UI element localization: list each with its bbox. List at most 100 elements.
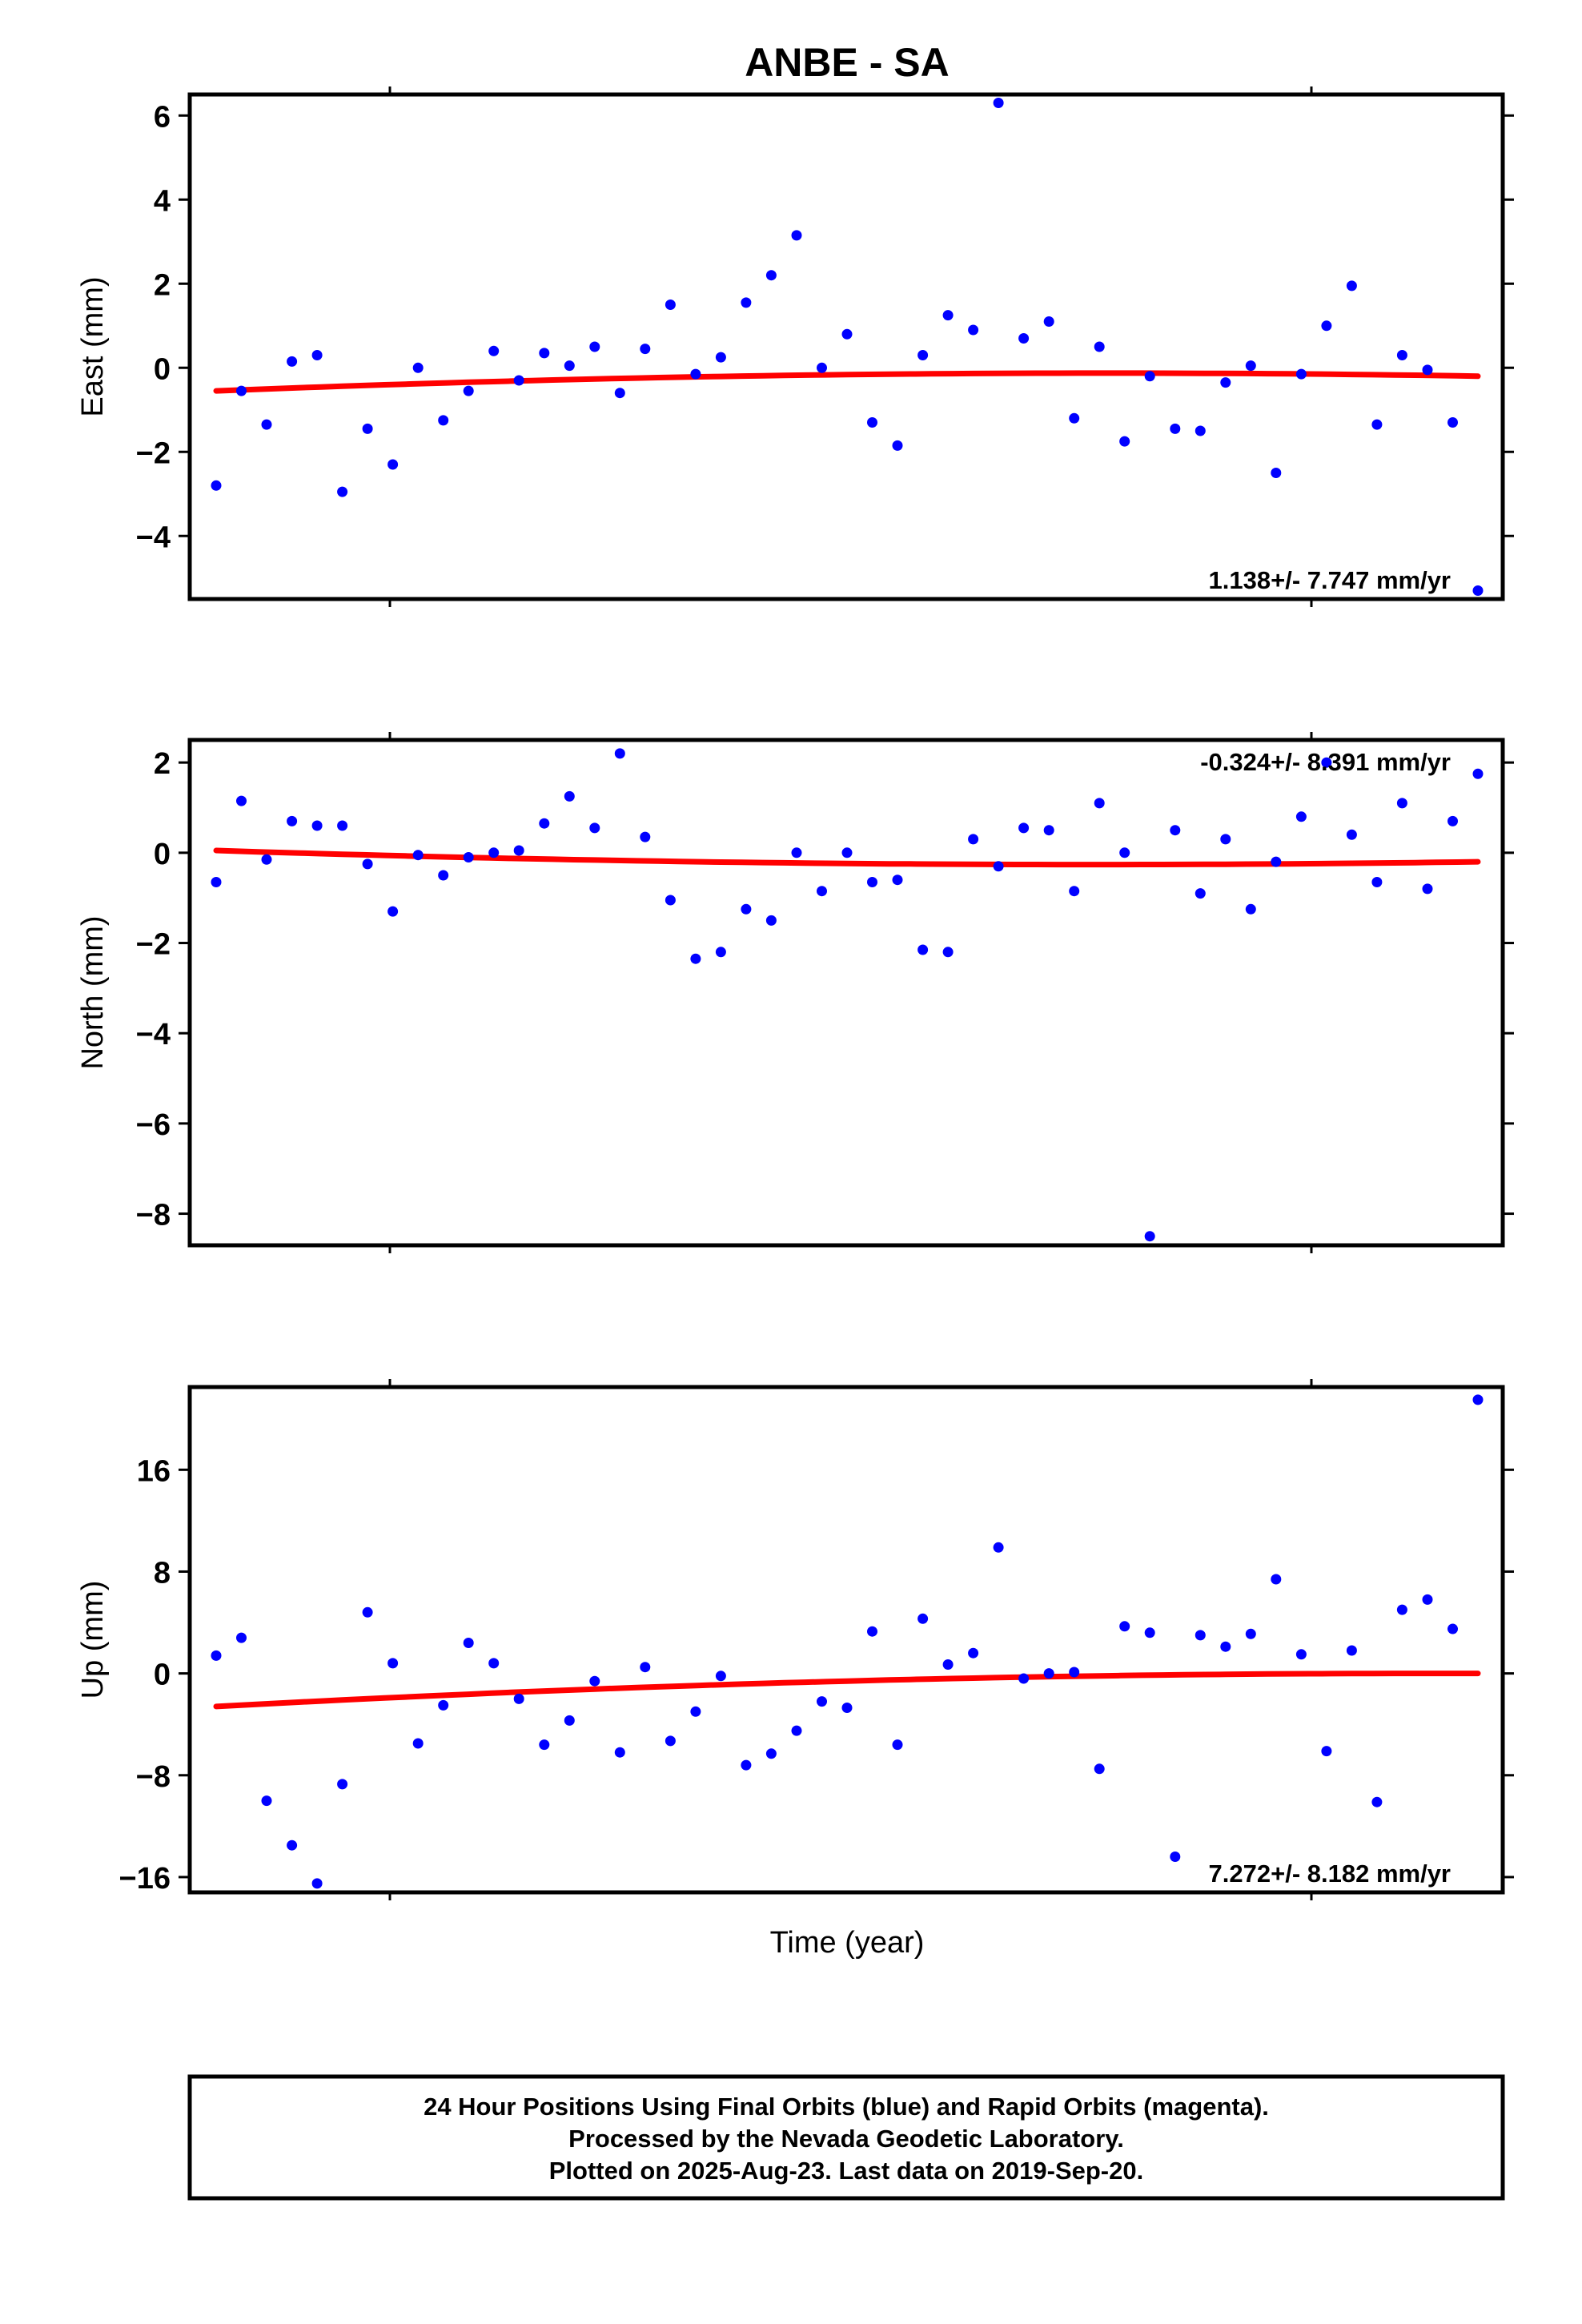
data-point <box>892 1739 903 1751</box>
y-tick-label: 16 <box>137 1454 171 1488</box>
data-point <box>589 1675 600 1687</box>
y-tick-label: −4 <box>136 521 171 554</box>
panel-east: 6 4 2 0 −2 −4 East (mm) 1.138+/- 7.747 mm/yr <box>76 86 1514 607</box>
y-tick-label: 4 <box>154 184 171 218</box>
data-point <box>1472 768 1484 779</box>
y-tick-label: −2 <box>136 436 171 470</box>
data-point <box>362 858 373 870</box>
data-point <box>817 1696 827 1707</box>
fit-line <box>213 1671 1481 1710</box>
data-point <box>1321 320 1332 332</box>
data-point <box>236 385 247 396</box>
data-point <box>311 350 323 360</box>
data-point <box>1094 798 1105 809</box>
data-point <box>1144 1627 1155 1638</box>
data-point <box>1245 360 1256 372</box>
data-point <box>817 886 827 897</box>
y-tick-label: 2 <box>154 268 171 302</box>
data-point <box>513 375 524 386</box>
data-point <box>640 831 651 842</box>
data-point <box>665 1735 676 1747</box>
data-point <box>1220 1641 1231 1652</box>
data-point <box>765 270 777 281</box>
data-point <box>1371 1796 1383 1807</box>
y-tick-label: 0 <box>154 352 171 386</box>
data-point <box>1069 1667 1080 1678</box>
panel-north: 2 0 −2 −4 −6 −8 North (mm) -0.324+/- 8.391 mm/y… <box>76 732 1514 1253</box>
data-point <box>1018 1673 1030 1684</box>
data-point <box>539 818 550 829</box>
panel-up: 16 8 0 −8 −16 Up (mm) 7.272+/- 8.182 mm/yr <box>76 1379 1514 1900</box>
data-point <box>1220 377 1231 388</box>
data-point <box>438 870 449 881</box>
data-point <box>942 1659 954 1670</box>
data-point <box>614 748 625 759</box>
data-point <box>715 352 726 363</box>
panel-frame <box>187 1385 1505 1895</box>
panel-frame <box>187 738 1505 1248</box>
data-point <box>841 328 853 340</box>
data-point <box>564 1715 575 1726</box>
data-point <box>892 875 903 886</box>
data-point <box>337 820 348 831</box>
y-tick-label: −8 <box>136 1199 171 1232</box>
data-point <box>791 847 802 858</box>
legend-box <box>187 2074 1505 2201</box>
data-point <box>614 388 625 399</box>
panel-frame <box>187 92 1505 601</box>
data-point <box>1119 847 1130 858</box>
y-tick-label: 2 <box>154 747 171 781</box>
data-point <box>1043 825 1054 836</box>
data-point <box>387 906 399 917</box>
data-point <box>488 345 500 356</box>
data-point <box>867 1626 877 1637</box>
data-point <box>968 834 979 845</box>
chart-title: ANBE - SA <box>745 40 950 85</box>
data-point <box>942 947 954 958</box>
data-point <box>1144 1231 1155 1242</box>
data-point <box>741 297 752 308</box>
data-point <box>1422 1594 1433 1605</box>
data-point <box>589 822 600 834</box>
data-point <box>564 790 575 802</box>
data-point <box>1447 815 1458 826</box>
data-point <box>1271 1574 1282 1585</box>
data-point <box>1069 886 1080 897</box>
data-point <box>917 944 929 955</box>
data-point <box>1043 316 1054 327</box>
data-point <box>640 344 651 355</box>
data-point <box>261 854 272 865</box>
data-point <box>867 877 877 887</box>
data-point <box>539 348 550 359</box>
data-point <box>1094 1763 1105 1775</box>
data-point <box>1245 903 1256 915</box>
data-point <box>715 1671 726 1682</box>
footer-line-3: Plotted on 2025-Aug-23. Last data on 201… <box>549 2157 1143 2185</box>
data-point <box>337 1779 348 1790</box>
data-point <box>463 385 474 396</box>
data-point <box>438 415 449 426</box>
data-point <box>1422 364 1433 376</box>
data-point <box>841 1703 853 1713</box>
data-point <box>463 852 474 862</box>
data-point <box>362 423 373 434</box>
data-point <box>1195 425 1206 436</box>
data-point <box>311 820 323 831</box>
data-point <box>765 915 777 926</box>
data-point <box>968 1647 979 1659</box>
y-tick-label: −6 <box>136 1108 171 1142</box>
data-point <box>589 341 600 352</box>
data-point <box>387 1658 399 1669</box>
data-point <box>1472 585 1484 596</box>
rate-label: 1.138+/- 7.747 mm/yr <box>1209 566 1451 594</box>
data-point <box>1220 834 1231 845</box>
data-point <box>1018 333 1030 344</box>
data-point <box>513 845 524 856</box>
data-point <box>1321 757 1332 768</box>
data-point <box>211 480 222 491</box>
data-point <box>665 895 676 906</box>
rate-label: 7.272+/- 8.182 mm/yr <box>1209 1860 1451 1888</box>
rate-label: -0.324+/- 8.391 mm/yr <box>1200 748 1451 776</box>
data-point <box>438 1699 449 1711</box>
data-point <box>1321 1746 1332 1757</box>
